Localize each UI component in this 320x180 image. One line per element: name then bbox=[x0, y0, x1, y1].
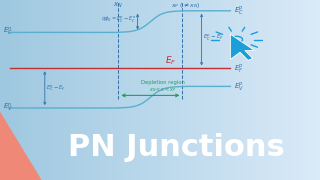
Text: $E_F$: $E_F$ bbox=[165, 54, 177, 67]
Text: $x_P\ (\neq x_N)$: $x_P\ (\neq x_N)$ bbox=[171, 1, 200, 10]
Text: $E_C^p-E_F$: $E_C^p-E_F$ bbox=[203, 33, 224, 43]
Text: $q\phi_0=E_C^p-E_C^n$: $q\phi_0=E_C^p-E_C^n$ bbox=[100, 15, 136, 25]
Text: $x_N$: $x_N$ bbox=[114, 1, 123, 10]
Text: Depletion region: Depletion region bbox=[141, 80, 185, 85]
Text: $E_C^n$: $E_C^n$ bbox=[3, 26, 13, 38]
Text: $E_F^p$: $E_F^p$ bbox=[234, 62, 244, 75]
Text: $E_C^p$: $E_C^p$ bbox=[234, 5, 244, 17]
Text: $E_C^n-E_F$: $E_C^n-E_F$ bbox=[46, 83, 66, 93]
Text: PN Junctions: PN Junctions bbox=[68, 133, 284, 162]
Text: $E_V^n$: $E_V^n$ bbox=[3, 102, 13, 114]
Text: $x_N<x<x_P$: $x_N<x<x_P$ bbox=[149, 86, 177, 94]
Polygon shape bbox=[0, 112, 42, 180]
Text: $E_V^p$: $E_V^p$ bbox=[234, 80, 244, 93]
Polygon shape bbox=[230, 34, 254, 60]
